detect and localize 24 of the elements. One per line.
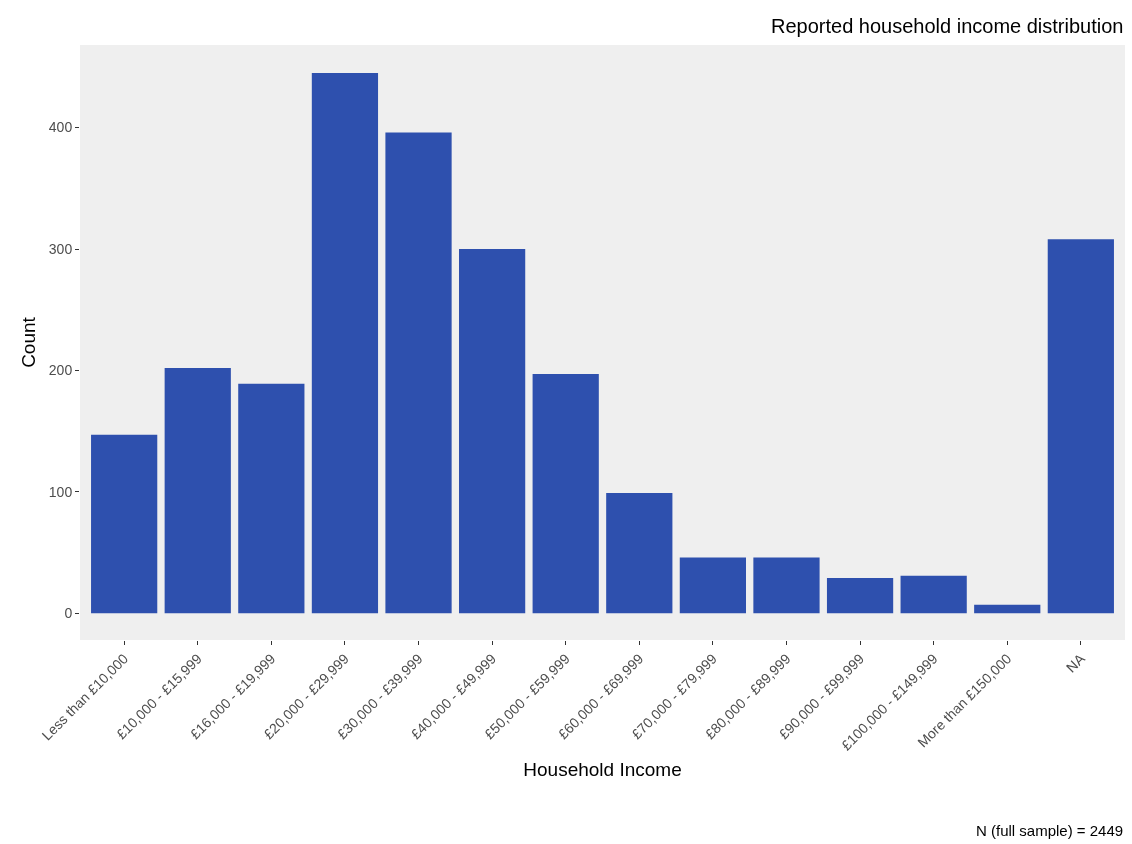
bar: [679, 557, 746, 614]
y-tick-label: 100: [48, 483, 73, 500]
y-tick-label: 200: [48, 362, 73, 379]
bar: [311, 72, 379, 614]
y-tick-label: 300: [48, 240, 73, 257]
bar: [606, 493, 673, 614]
y-tick-label: 400: [48, 119, 73, 136]
chart-title: Reported household income distribution: [771, 15, 1124, 37]
bar: [532, 374, 599, 614]
text: N (full sample) = 2449: [976, 822, 1124, 839]
bar: [459, 249, 526, 614]
bar: [753, 557, 820, 614]
y-tick-label: 0: [64, 605, 73, 622]
bar: [238, 383, 305, 614]
bar: [826, 578, 894, 614]
bar: [974, 604, 1041, 614]
y-axis-title: Count: [17, 316, 39, 368]
bar: [164, 368, 231, 614]
bar: [91, 434, 158, 614]
bar: [385, 132, 452, 614]
bar: [900, 575, 967, 614]
bar: [1047, 239, 1114, 614]
x-tick-label: NA: [1062, 650, 1089, 676]
x-axis-title: Household Income: [523, 759, 682, 781]
